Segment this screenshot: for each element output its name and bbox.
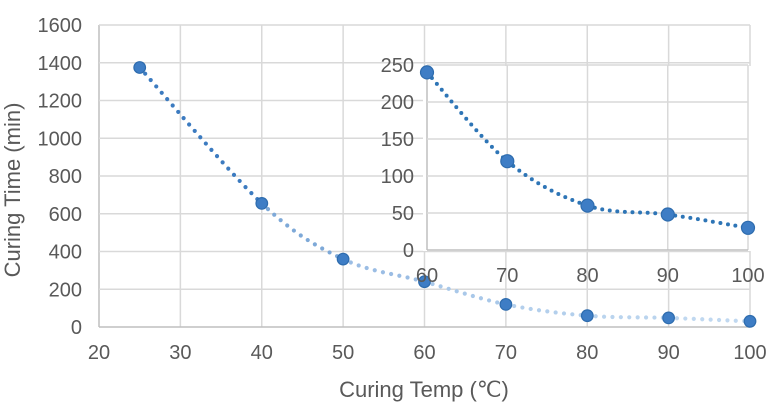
main-x-tick-label: 40 bbox=[251, 342, 273, 364]
main-series-segment bbox=[137, 65, 264, 206]
main-series-segment bbox=[341, 257, 427, 284]
inset-data-point bbox=[660, 207, 675, 222]
main-data-point bbox=[336, 252, 350, 266]
main-y-tick-label: 800 bbox=[49, 166, 82, 188]
main-series-segment bbox=[666, 315, 753, 324]
main-tick-labels: 20 30 40 50 60 70 80 90 100020040060080010001200… bbox=[38, 15, 767, 364]
inset-y-tick-label: 100 bbox=[381, 166, 414, 188]
inset-x-tick-label: 100 bbox=[731, 265, 764, 287]
main-data-point bbox=[580, 309, 594, 323]
main-series-segment bbox=[259, 201, 346, 262]
inset-grid bbox=[426, 64, 749, 251]
y-axis-title: Curing Time (min) bbox=[0, 103, 25, 278]
main-x-tick-label: 60 bbox=[413, 342, 435, 364]
x-axis-title: Curing Temp (℃) bbox=[339, 377, 509, 402]
main-x-tick-label: 50 bbox=[332, 342, 354, 364]
main-series bbox=[133, 61, 757, 328]
inset-data-point bbox=[500, 154, 515, 169]
inset-x-tick-label: 80 bbox=[576, 265, 598, 287]
inset-series-segment bbox=[425, 70, 510, 164]
main-data-point bbox=[133, 61, 147, 74]
inset-x-tick-label: 90 bbox=[657, 265, 679, 287]
main-y-tick-label: 1200 bbox=[38, 91, 83, 113]
main-y-tick-label: 0 bbox=[71, 317, 82, 339]
main-data-point bbox=[255, 196, 269, 210]
inset-chart: 60 70 80 90 100 0 50 100 150 200 250 bbox=[381, 55, 765, 287]
main-data-point bbox=[662, 311, 675, 325]
main-y-tick-label: 600 bbox=[49, 204, 82, 226]
inset-y-tick-label: 250 bbox=[381, 55, 414, 77]
inset-y-tick-label: 200 bbox=[381, 92, 414, 114]
main-data-point bbox=[418, 275, 431, 289]
inset-x-tick-label: 70 bbox=[496, 265, 518, 287]
main-y-tick-label: 1400 bbox=[38, 53, 83, 75]
main-data-point bbox=[743, 314, 757, 328]
main-x-tick-label: 100 bbox=[733, 342, 766, 364]
inset-series-segment bbox=[505, 159, 590, 208]
main-y-tick-label: 200 bbox=[49, 279, 82, 301]
main-series-segment bbox=[503, 302, 590, 318]
main-series-segment bbox=[585, 313, 671, 320]
inset-y-tick-label: 50 bbox=[392, 203, 414, 225]
inset-x-tick-label: 60 bbox=[416, 265, 438, 287]
inset-tick-labels: 60 70 80 90 100 0 50 100 150 200 250 bbox=[381, 55, 765, 287]
main-x-tick-label: 70 bbox=[495, 342, 517, 364]
main-x-tick-label: 90 bbox=[658, 342, 680, 364]
inset-y-tick-label: 150 bbox=[381, 129, 414, 151]
main-y-tick-label: 1000 bbox=[38, 128, 83, 150]
main-x-tick-label: 80 bbox=[576, 342, 598, 364]
inset-series-segment bbox=[585, 203, 670, 217]
inset-y-tick-label: 0 bbox=[403, 240, 414, 262]
main-data-point bbox=[499, 298, 513, 311]
main-y-tick-label: 400 bbox=[49, 242, 82, 264]
main-series-segment bbox=[422, 279, 508, 307]
inset-data-point bbox=[580, 198, 595, 213]
main-x-tick-label: 20 bbox=[88, 342, 110, 364]
main-y-tick-label: 1600 bbox=[38, 15, 83, 37]
main-x-tick-label: 30 bbox=[169, 342, 191, 364]
inset-data-point bbox=[419, 65, 435, 80]
inset-series bbox=[419, 65, 756, 235]
inset-data-point bbox=[740, 220, 756, 235]
